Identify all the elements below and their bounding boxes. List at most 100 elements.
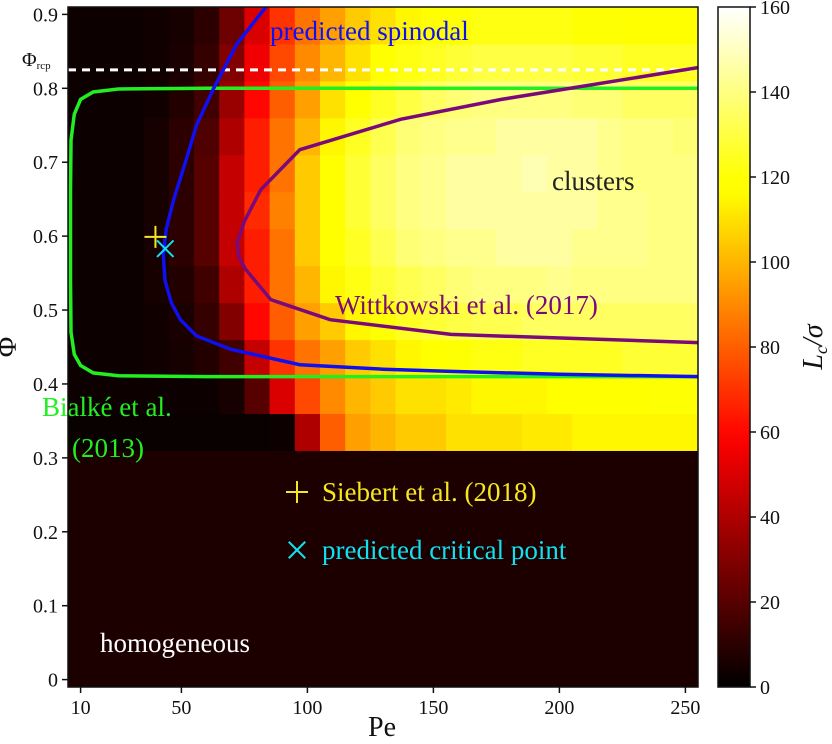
legend-marker — [288, 541, 306, 559]
heatmap-cell — [521, 154, 548, 193]
x-tick-label: 100 — [292, 697, 322, 719]
heatmap-cell — [194, 7, 220, 45]
heatmap-cell — [143, 7, 170, 45]
heatmap-cell — [345, 339, 371, 378]
heatmap-cell — [345, 154, 371, 193]
heatmap-cell — [93, 154, 119, 193]
heatmap-cell — [546, 7, 573, 45]
heatmap-cell — [93, 7, 119, 45]
heatmap-cell — [269, 413, 296, 451]
heatmap-cell — [244, 117, 271, 156]
y-axis-label: Φ — [0, 337, 23, 357]
heatmap-cell — [395, 228, 422, 267]
colorbar-label-tail: /σ — [798, 323, 829, 348]
heatmap-cell — [118, 43, 145, 82]
heatmap-cell — [269, 80, 296, 119]
heatmap-cell — [68, 191, 94, 230]
heatmap-cell — [521, 191, 548, 230]
curve — [68, 86, 698, 379]
heatmap-cell — [446, 228, 472, 267]
heatmap-cell — [93, 339, 119, 378]
heatmap-cell — [546, 339, 573, 378]
marker-stroke — [156, 239, 175, 258]
heatmap-cell — [546, 117, 573, 156]
annotation: homogeneous — [100, 628, 250, 658]
heatmap-cell — [345, 7, 371, 45]
heatmap-cell — [244, 376, 271, 415]
heatmap-cell — [572, 376, 598, 415]
heatmap-cell — [446, 265, 472, 304]
heatmap-cell — [168, 228, 195, 267]
heatmap-cell — [93, 80, 119, 119]
heatmap-cell — [118, 80, 145, 119]
heatmap-cell — [68, 7, 94, 45]
heatmap-cell — [546, 191, 573, 230]
colorbar-tick-label: 120 — [760, 167, 790, 189]
heatmap-cell — [446, 117, 472, 156]
heatmap-cell — [194, 228, 220, 267]
heatmap-cell — [471, 265, 497, 304]
heatmap-cell — [219, 80, 245, 119]
heatmap-cell — [294, 80, 321, 119]
heatmap-cell — [320, 265, 346, 304]
heatmap-cell — [672, 265, 698, 304]
heatmap-cell — [345, 265, 371, 304]
heatmap-cell — [93, 302, 119, 341]
heatmap-cell — [622, 80, 649, 119]
y-tick-label: 0.1 — [33, 596, 58, 618]
heatmap-cell — [118, 7, 145, 45]
heatmap-cell — [546, 80, 573, 119]
heatmap-cell — [118, 265, 145, 304]
heatmap-cell — [420, 7, 447, 45]
heatmap-cell — [647, 228, 674, 267]
heatmap-cell — [143, 376, 170, 415]
heatmap-cell — [572, 265, 598, 304]
heatmap-cell — [244, 43, 271, 82]
marker-stroke — [288, 541, 306, 559]
heatmap-cell — [572, 228, 598, 267]
heatmap-cell — [647, 80, 674, 119]
heatmap-cell — [672, 80, 698, 119]
heatmap-cell — [672, 228, 698, 267]
heatmap-cell — [143, 43, 170, 82]
x-tick-label: 50 — [171, 697, 191, 719]
heatmap-cell — [622, 339, 649, 378]
critical-point — [144, 225, 167, 248]
heatmap-cell — [572, 43, 598, 82]
heatmap-cell — [68, 376, 94, 415]
heatmap-cell — [471, 43, 497, 82]
colorbar-tick-label: 100 — [760, 252, 790, 274]
heatmap-cell — [420, 43, 447, 82]
heatmap-cell — [446, 80, 472, 119]
colorbar-label-sub: c — [811, 346, 831, 354]
heatmap-cell — [572, 117, 598, 156]
heatmap-cell — [269, 228, 296, 267]
heatmap-cell — [496, 43, 523, 82]
legend-label: predicted critical point — [322, 535, 567, 565]
heatmap-cell — [395, 413, 422, 451]
heatmap-cell — [672, 154, 698, 193]
heatmap-cell — [244, 154, 271, 193]
heatmap-cell — [672, 413, 698, 451]
legend-marker — [286, 481, 308, 503]
heatmap-cell — [647, 413, 674, 451]
heatmap-cell — [320, 154, 346, 193]
heatmap-cell — [672, 7, 698, 45]
heatmap-cell — [194, 339, 220, 378]
heatmap-cell — [647, 302, 674, 341]
heatmap-cell — [118, 339, 145, 378]
x-tick-label: 10 — [71, 697, 91, 719]
x-tick-label: 150 — [418, 697, 448, 719]
heatmap-cell — [143, 117, 170, 156]
heatmap-cell — [446, 413, 472, 451]
heatmap-cell — [320, 376, 346, 415]
heatmap-cell — [471, 376, 497, 415]
heatmap-cell — [420, 191, 447, 230]
heatmap-cell — [194, 376, 220, 415]
heatmap-cell — [597, 7, 623, 45]
colorbar-tick-label: 20 — [760, 592, 780, 614]
heatmap-cell — [647, 339, 674, 378]
heatmap-cell — [597, 339, 623, 378]
heatmap-cell — [546, 302, 573, 341]
heatmap-cell — [370, 228, 397, 267]
